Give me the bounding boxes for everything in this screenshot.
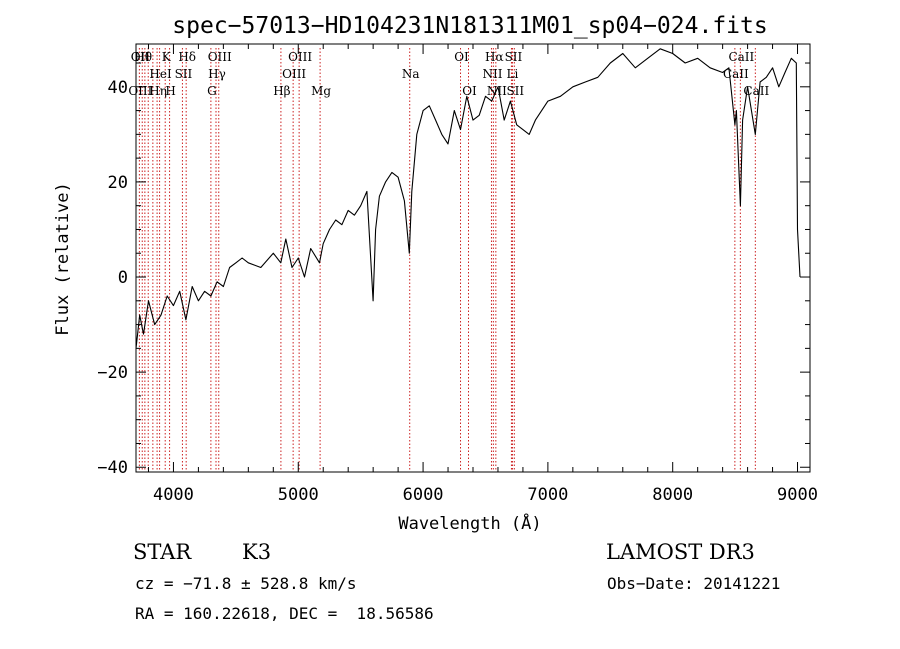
survey-name: LAMOST DR3 bbox=[606, 540, 755, 564]
y-axis-label: Flux (relative) bbox=[53, 182, 73, 336]
x-axis-ticks: 4000 5000 6000 7000 8000 9000 bbox=[147, 44, 818, 505]
observation-date: Obs−Date: 20141221 bbox=[607, 574, 781, 593]
line-label: CaII bbox=[728, 50, 754, 64]
line-label: OIII bbox=[288, 50, 312, 64]
line-label: G bbox=[207, 84, 217, 98]
x-tick-label: 5000 bbox=[278, 485, 319, 505]
line-label: Hγ bbox=[208, 67, 226, 81]
y-tick-label: 0 bbox=[118, 268, 128, 288]
line-label: OIII bbox=[282, 67, 306, 81]
object-subclass: K3 bbox=[242, 540, 272, 564]
line-label: Hδ bbox=[178, 50, 196, 64]
line-label: Hθ bbox=[134, 50, 152, 64]
line-label: CaII bbox=[743, 84, 769, 98]
line-label: SII bbox=[506, 84, 524, 98]
spectral-line-markers bbox=[138, 48, 756, 472]
line-label: OI bbox=[454, 50, 469, 64]
redshift-velocity: cz = −71.8 ± 528.8 km/s bbox=[135, 574, 357, 593]
x-tick-label: 6000 bbox=[403, 485, 444, 505]
y-tick-label: 20 bbox=[108, 173, 128, 193]
line-label: Hη bbox=[149, 84, 167, 98]
line-label: SII bbox=[175, 67, 193, 81]
line-label: NII bbox=[487, 84, 507, 98]
chart-title: spec−57013−HD104231N181311M01_sp04−024.f… bbox=[172, 13, 767, 39]
line-label: SII bbox=[505, 50, 523, 64]
line-label: Na bbox=[402, 67, 420, 81]
x-tick-label: 8000 bbox=[652, 485, 693, 505]
y-tick-label: 40 bbox=[108, 78, 128, 98]
line-label: OIII bbox=[128, 84, 152, 98]
spectrum-line bbox=[135, 48, 801, 349]
y-axis-ticks: −40 −20 0 20 40 bbox=[97, 62, 810, 478]
line-label: OIII bbox=[208, 50, 232, 64]
line-label: H bbox=[165, 84, 175, 98]
line-label: Li bbox=[507, 67, 519, 81]
line-label: K bbox=[162, 50, 172, 64]
x-tick-label: 4000 bbox=[153, 485, 194, 505]
object-type: STAR bbox=[133, 540, 192, 564]
x-tick-label: 9000 bbox=[777, 485, 818, 505]
line-label: Hβ bbox=[273, 84, 290, 98]
y-tick-label: −40 bbox=[97, 458, 128, 478]
line-label: HeI bbox=[149, 67, 172, 81]
x-axis-label: Wavelength (Å) bbox=[398, 512, 541, 534]
x-tick-label: 7000 bbox=[527, 485, 568, 505]
line-label: OI bbox=[462, 84, 477, 98]
plot-frame bbox=[135, 43, 811, 473]
coordinates: RA = 160.22618, DEC = 18.56586 bbox=[135, 604, 434, 623]
line-label: NII bbox=[482, 67, 502, 81]
spectral-line-labels: OIIOIIIHθHηHeIKHSIIHδGHγOIIIHβOIIIOIIIMg… bbox=[128, 50, 769, 98]
line-label: Mg bbox=[311, 84, 331, 98]
line-label: Hα bbox=[485, 50, 504, 64]
y-tick-label: −20 bbox=[97, 363, 128, 383]
